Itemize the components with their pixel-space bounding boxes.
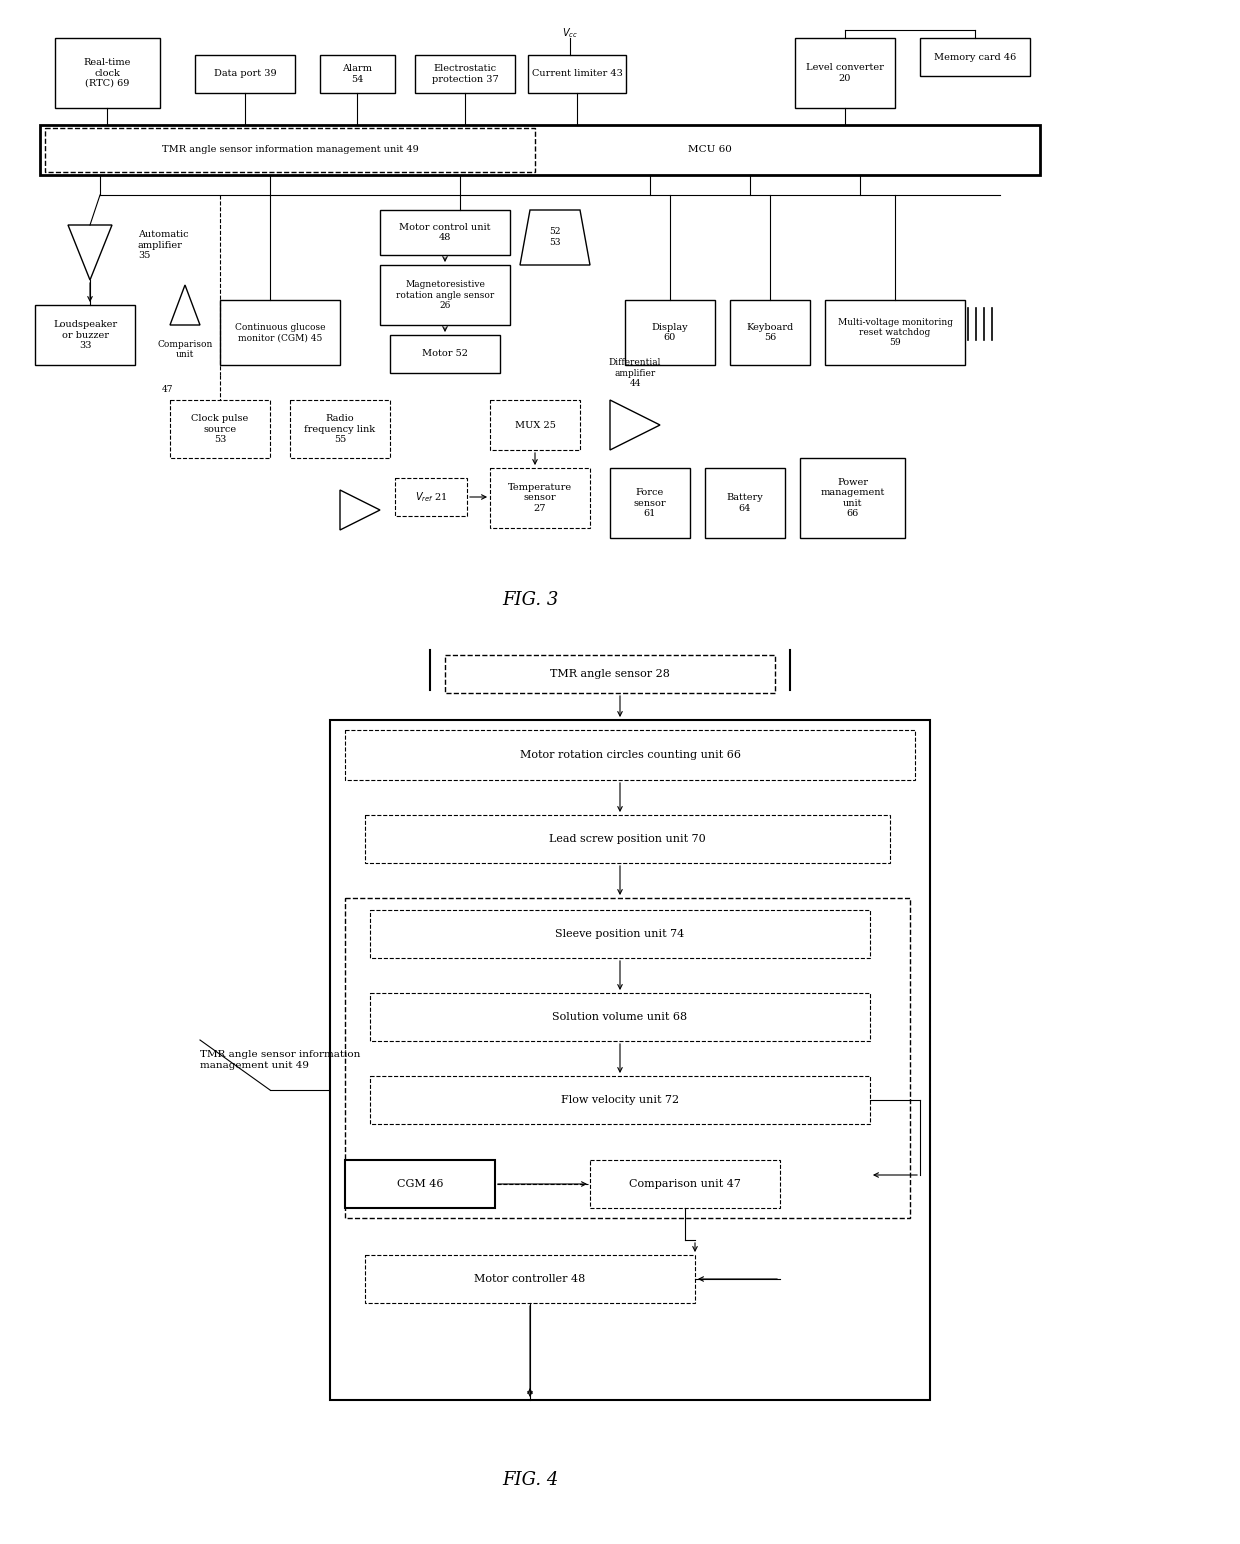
Text: FIG. 3: FIG. 3: [502, 591, 558, 608]
Text: Differential
amplifier
44: Differential amplifier 44: [609, 358, 661, 388]
Bar: [610, 468, 689, 537]
Bar: [45, 128, 534, 171]
Bar: [706, 468, 785, 537]
Bar: [490, 468, 590, 528]
Text: 47: 47: [162, 386, 174, 395]
Text: MUX 25: MUX 25: [515, 420, 556, 429]
Bar: [370, 993, 870, 1041]
Text: Multi-voltage monitoring
reset watchdog
59: Multi-voltage monitoring reset watchdog …: [837, 318, 952, 347]
Text: Radio
frequency link
55: Radio frequency link 55: [305, 414, 376, 445]
Bar: [391, 335, 500, 374]
Bar: [40, 125, 1040, 174]
Bar: [920, 39, 1030, 76]
Text: Solution volume unit 68: Solution volume unit 68: [553, 1011, 687, 1022]
Polygon shape: [520, 210, 590, 266]
Text: Current limiter 43: Current limiter 43: [532, 69, 622, 79]
Polygon shape: [610, 400, 660, 449]
Bar: [379, 210, 510, 255]
Bar: [415, 56, 515, 93]
Text: Alarm
54: Alarm 54: [342, 65, 372, 83]
Polygon shape: [170, 286, 200, 324]
Text: CGM 46: CGM 46: [397, 1180, 443, 1189]
Bar: [490, 400, 580, 449]
Text: Comparison unit 47: Comparison unit 47: [629, 1180, 742, 1189]
Bar: [396, 479, 467, 516]
Bar: [528, 56, 626, 93]
Text: Motor rotation circles counting unit 66: Motor rotation circles counting unit 66: [520, 750, 740, 760]
Text: Comparison
unit: Comparison unit: [157, 340, 213, 360]
Bar: [35, 306, 135, 364]
Text: Real-time
clock
(RTC) 69: Real-time clock (RTC) 69: [84, 59, 131, 88]
Text: TMR angle sensor 28: TMR angle sensor 28: [551, 669, 670, 679]
Text: Level converter
20: Level converter 20: [806, 63, 884, 83]
Text: Electrostatic
protection 37: Electrostatic protection 37: [432, 65, 498, 83]
Text: Continuous glucose
monitor (CGM) 45: Continuous glucose monitor (CGM) 45: [234, 323, 325, 343]
Bar: [365, 815, 890, 863]
Bar: [730, 300, 810, 364]
Text: Clock pulse
source
53: Clock pulse source 53: [191, 414, 249, 445]
Text: $V_{cc}$: $V_{cc}$: [562, 26, 578, 40]
Text: Motor controller 48: Motor controller 48: [475, 1274, 585, 1285]
Text: Flow velocity unit 72: Flow velocity unit 72: [560, 1095, 680, 1106]
Text: FIG. 4: FIG. 4: [502, 1471, 558, 1488]
Bar: [795, 39, 895, 108]
Bar: [625, 300, 715, 364]
Text: Power
management
unit
66: Power management unit 66: [821, 479, 884, 519]
Text: Lead screw position unit 70: Lead screw position unit 70: [549, 834, 706, 845]
Text: Memory card 46: Memory card 46: [934, 52, 1016, 62]
Bar: [345, 1160, 495, 1207]
Bar: [800, 459, 905, 537]
Bar: [195, 56, 295, 93]
Text: Battery
64: Battery 64: [727, 493, 764, 513]
Bar: [219, 300, 340, 364]
Text: TMR angle sensor information management unit 49: TMR angle sensor information management …: [161, 145, 418, 154]
Bar: [290, 400, 391, 459]
Bar: [379, 266, 510, 324]
Text: TMR angle sensor information
management unit 49: TMR angle sensor information management …: [200, 1050, 361, 1070]
Bar: [370, 1076, 870, 1124]
Text: Data port 39: Data port 39: [213, 69, 277, 79]
Text: MCU 60: MCU 60: [688, 145, 732, 154]
Text: Force
sensor
61: Force sensor 61: [634, 488, 666, 517]
Polygon shape: [68, 225, 112, 279]
Text: Temperature
sensor
27: Temperature sensor 27: [508, 483, 572, 513]
Bar: [365, 1255, 694, 1303]
Text: Display
60: Display 60: [652, 323, 688, 343]
Text: 52
53: 52 53: [549, 227, 560, 247]
Text: $V_{ref}$ 21: $V_{ref}$ 21: [414, 489, 448, 503]
Bar: [170, 400, 270, 459]
Text: Sleeve position unit 74: Sleeve position unit 74: [556, 929, 684, 939]
Text: Keyboard
56: Keyboard 56: [746, 323, 794, 343]
Text: Loudspeaker
or buzzer
33: Loudspeaker or buzzer 33: [53, 320, 117, 350]
Bar: [55, 39, 160, 108]
Bar: [330, 720, 930, 1400]
Text: Automatic
amplifier
35: Automatic amplifier 35: [138, 230, 188, 259]
Bar: [590, 1160, 780, 1207]
Bar: [825, 300, 965, 364]
Text: Magnetoresistive
rotation angle sensor
26: Magnetoresistive rotation angle sensor 2…: [396, 279, 494, 310]
Bar: [320, 56, 396, 93]
Bar: [345, 899, 910, 1218]
Bar: [345, 730, 915, 780]
Text: Motor control unit
48: Motor control unit 48: [399, 222, 491, 242]
Polygon shape: [340, 489, 379, 530]
Text: Motor 52: Motor 52: [422, 349, 467, 358]
Bar: [370, 909, 870, 957]
Bar: [445, 655, 775, 693]
